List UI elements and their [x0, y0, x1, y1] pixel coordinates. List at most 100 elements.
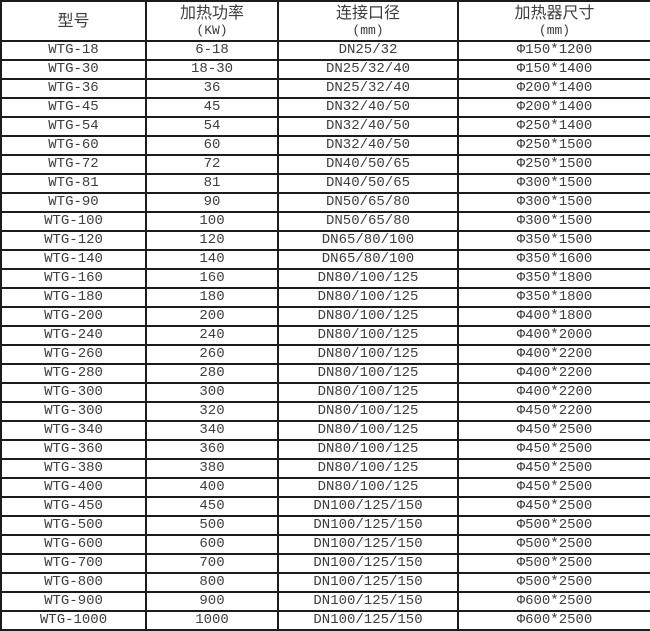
cell-size: Φ300*1500	[457, 192, 650, 213]
cell-size: Φ600*2500	[457, 591, 650, 612]
cell-power: 600	[145, 534, 279, 555]
cell-diameter: DN100/125/150	[277, 553, 459, 574]
cell-power: 18-30	[145, 59, 279, 80]
cell-diameter: DN100/125/150	[277, 496, 459, 517]
cell-model: WTG-500	[0, 515, 147, 536]
cell-size: Φ250*1500	[457, 154, 650, 175]
cell-power: 140	[145, 249, 279, 270]
cell-diameter: DN32/40/50	[277, 135, 459, 156]
cell-model: WTG-140	[0, 249, 147, 270]
table-row: WTG-45 45 DN32/40/50 Φ200*1400	[0, 97, 650, 118]
table-row: WTG-900 900 DN100/125/150 Φ600*2500	[0, 591, 650, 612]
cell-model: WTG-160	[0, 268, 147, 289]
cell-power: 54	[145, 116, 279, 137]
cell-model: WTG-800	[0, 572, 147, 593]
cell-model: WTG-300	[0, 401, 147, 422]
cell-size: Φ400*1800	[457, 306, 650, 327]
header-diameter-unit: (mm)	[352, 23, 384, 38]
cell-model: WTG-60	[0, 135, 147, 156]
table-row: WTG-200 200 DN80/100/125 Φ400*1800	[0, 306, 650, 327]
cell-size: Φ300*1500	[457, 211, 650, 232]
cell-model: WTG-18	[0, 40, 147, 61]
cell-power: 120	[145, 230, 279, 251]
header-power-unit: (KW)	[196, 23, 228, 38]
table-row: WTG-380 380 DN80/100/125 Φ450*2500	[0, 458, 650, 479]
cell-diameter: DN80/100/125	[277, 420, 459, 441]
cell-diameter: DN65/80/100	[277, 249, 459, 270]
cell-power: 100	[145, 211, 279, 232]
table-row: WTG-81 81 DN40/50/65 Φ300*1500	[0, 173, 650, 194]
cell-diameter: DN25/32/40	[277, 78, 459, 99]
cell-model: WTG-30	[0, 59, 147, 80]
cell-power: 340	[145, 420, 279, 441]
cell-size: Φ450*2500	[457, 477, 650, 498]
cell-size: Φ500*2500	[457, 553, 650, 574]
header-size-unit: (mm)	[538, 23, 571, 38]
cell-power: 500	[145, 515, 279, 536]
table-row: WTG-36 36 DN25/32/40 Φ200*1400	[0, 78, 650, 99]
table-row: WTG-400 400 DN80/100/125 Φ450*2500	[0, 477, 650, 498]
cell-model: WTG-36	[0, 78, 147, 99]
cell-model: WTG-72	[0, 154, 147, 175]
table-row: WTG-72 72 DN40/50/65 Φ250*1500	[0, 154, 650, 175]
cell-size: Φ400*2000	[457, 325, 650, 346]
cell-model: WTG-400	[0, 477, 147, 498]
cell-diameter: DN80/100/125	[277, 287, 459, 308]
cell-power: 90	[145, 192, 279, 213]
table-row: WTG-120 120 DN65/80/100 Φ350*1500	[0, 230, 650, 251]
cell-size: Φ350*1600	[457, 249, 650, 270]
header-model: 型号	[0, 0, 147, 42]
table-row: WTG-700 700 DN100/125/150 Φ500*2500	[0, 553, 650, 574]
cell-size: Φ200*1400	[457, 78, 650, 99]
table-row: WTG-18 6-18 DN25/32 Φ150*1200	[0, 40, 650, 61]
cell-size: Φ350*1800	[457, 287, 650, 308]
cell-power: 160	[145, 268, 279, 289]
cell-model: WTG-100	[0, 211, 147, 232]
cell-diameter: DN32/40/50	[277, 97, 459, 118]
table-body: WTG-18 6-18 DN25/32 Φ150*1200 WTG-30 18-…	[0, 40, 650, 631]
cell-model: WTG-900	[0, 591, 147, 612]
table-row: WTG-340 340 DN80/100/125 Φ450*2500	[0, 420, 650, 441]
cell-model: WTG-120	[0, 230, 147, 251]
cell-power: 360	[145, 439, 279, 460]
cell-diameter: DN80/100/125	[277, 382, 459, 403]
table-row: WTG-90 90 DN50/65/80 Φ300*1500	[0, 192, 650, 213]
cell-power: 81	[145, 173, 279, 194]
cell-diameter: DN100/125/150	[277, 591, 459, 612]
table-row: WTG-240 240 DN80/100/125 Φ400*2000	[0, 325, 650, 346]
cell-size: Φ150*1400	[457, 59, 650, 80]
cell-diameter: DN80/100/125	[277, 363, 459, 384]
cell-power: 72	[145, 154, 279, 175]
cell-size: Φ300*1500	[457, 173, 650, 194]
cell-diameter: DN80/100/125	[277, 325, 459, 346]
table-row: WTG-140 140 DN65/80/100 Φ350*1600	[0, 249, 650, 270]
table-row: WTG-600 600 DN100/125/150 Φ500*2500	[0, 534, 650, 555]
cell-model: WTG-300	[0, 382, 147, 403]
cell-diameter: DN80/100/125	[277, 458, 459, 479]
cell-diameter: DN50/65/80	[277, 192, 459, 213]
cell-size: Φ450*2500	[457, 496, 650, 517]
cell-power: 1000	[145, 610, 279, 631]
header-row: 型号 加热功率 (KW) 连接口径 (mm) 加热器尺寸 (mm)	[0, 0, 650, 42]
cell-model: WTG-54	[0, 116, 147, 137]
cell-model: WTG-90	[0, 192, 147, 213]
cell-power: 36	[145, 78, 279, 99]
cell-size: Φ500*2500	[457, 572, 650, 593]
cell-power: 300	[145, 382, 279, 403]
cell-model: WTG-180	[0, 287, 147, 308]
cell-diameter: DN100/125/150	[277, 610, 459, 631]
cell-model: WTG-1000	[0, 610, 147, 631]
cell-diameter: DN40/50/65	[277, 173, 459, 194]
cell-model: WTG-700	[0, 553, 147, 574]
cell-power: 260	[145, 344, 279, 365]
header-power: 加热功率 (KW)	[145, 0, 279, 42]
cell-diameter: DN100/125/150	[277, 534, 459, 555]
cell-diameter: DN80/100/125	[277, 439, 459, 460]
header-power-label: 加热功率	[179, 5, 244, 22]
table-row: WTG-260 260 DN80/100/125 Φ400*2200	[0, 344, 650, 365]
cell-model: WTG-45	[0, 97, 147, 118]
cell-size: Φ450*2500	[457, 439, 650, 460]
cell-diameter: DN25/32	[277, 40, 459, 61]
cell-size: Φ400*2200	[457, 344, 650, 365]
